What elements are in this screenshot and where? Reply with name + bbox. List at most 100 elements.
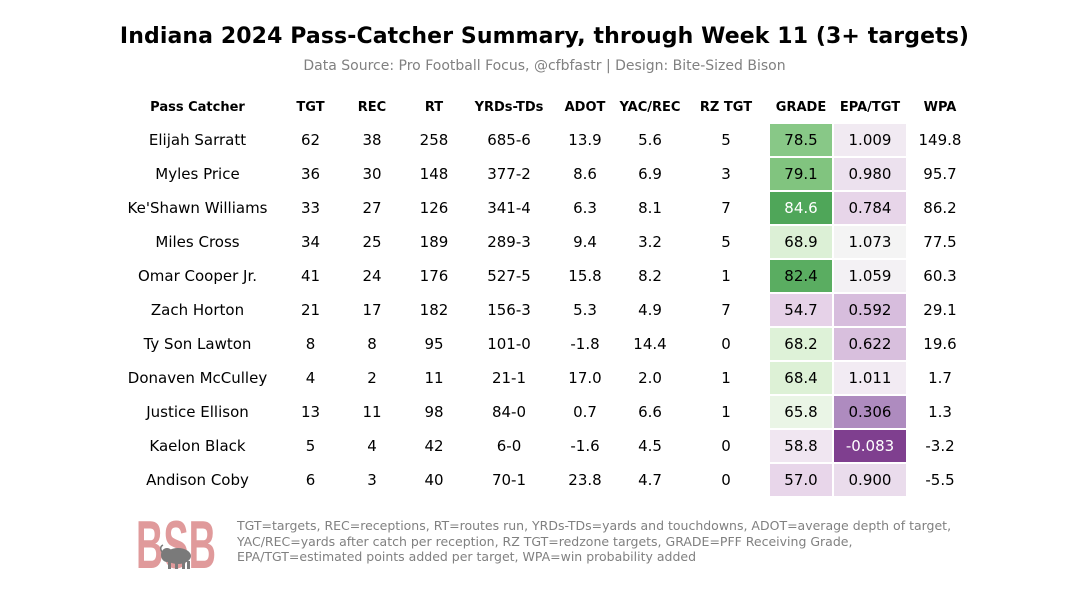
player-name-cell: Donaven McCulley <box>127 369 268 387</box>
grade-cell: 78.5 <box>770 124 832 156</box>
table-cell: 36 <box>300 165 321 183</box>
table-cell: 15.8 <box>568 267 602 285</box>
epa-cell: 0.306 <box>834 396 906 428</box>
table-cell: 7 <box>721 301 731 319</box>
table-cell: 34 <box>300 233 321 251</box>
player-name-cell: Ty Son Lawton <box>143 335 252 353</box>
column-header: EPA/TGT <box>839 99 901 115</box>
table-cell: 42 <box>424 437 444 455</box>
footnote-line: TGT=targets, REC=receptions, RT=routes r… <box>237 518 952 533</box>
table-row: Kaelon Black 5 4 42 6-0 -1.6 4.5 0 58.8 -0.083 -3.… <box>116 430 972 462</box>
column-header: WPA <box>923 99 957 115</box>
table-cell: 527-5 <box>487 267 531 285</box>
footnote-line: EPA/TGT=estimated points added per targe… <box>237 549 697 564</box>
player-name-cell: Omar Cooper Jr. <box>137 267 258 285</box>
table-cell: 60.3 <box>923 267 957 285</box>
table-cell: 30 <box>362 165 382 183</box>
table-cell: 289-3 <box>487 233 531 251</box>
column-header: REC <box>357 99 387 115</box>
table-cell: 86.2 <box>923 199 957 217</box>
table-cell: 9.4 <box>573 233 597 251</box>
table-cell: 84-0 <box>491 403 527 421</box>
grade-cell: 82.4 <box>770 260 832 292</box>
column-header: RZ TGT <box>699 99 753 115</box>
table-cell: 0 <box>721 471 731 489</box>
table-cell: 1.3 <box>928 403 952 421</box>
table-cell: 95 <box>424 335 444 353</box>
table-cell: 40 <box>424 471 444 489</box>
table-cell: 5.3 <box>573 301 597 319</box>
table-cell: 6-0 <box>496 437 522 455</box>
epa-cell: 1.011 <box>834 362 906 394</box>
table-cell: 5.6 <box>638 131 662 149</box>
table-row: Ty Son Lawton 8 8 95 101-0 -1.8 14.4 0 68.2 0.622… <box>116 328 972 360</box>
table-cell: 148 <box>419 165 449 183</box>
table-cell: 13.9 <box>568 131 602 149</box>
column-header: ADOT <box>564 99 606 115</box>
player-name-cell: Andison Coby <box>146 471 249 489</box>
table-cell: 38 <box>362 131 382 149</box>
table-cell: -5.5 <box>925 471 955 489</box>
table-cell: 6 <box>305 471 316 489</box>
column-header: YRDs-TDs <box>474 99 544 115</box>
table-cell: 95.7 <box>923 165 957 183</box>
table-cell: 1 <box>721 403 731 421</box>
table-cell: 149.8 <box>918 131 962 149</box>
player-name-cell: Myles Price <box>155 165 240 183</box>
table-cell: 1 <box>721 369 731 387</box>
table-cell: 156-3 <box>487 301 531 319</box>
table-cell: -1.6 <box>570 437 600 455</box>
grade-cell: 68.2 <box>770 328 832 360</box>
table-cell: 25 <box>362 233 382 251</box>
player-name-cell: Zach Horton <box>150 301 245 319</box>
table-cell: 377-2 <box>487 165 531 183</box>
table-cell: 13 <box>300 403 321 421</box>
grade-cell: 68.4 <box>770 362 832 394</box>
table-cell: 8 <box>367 335 377 353</box>
table-cell: 2.0 <box>638 369 662 387</box>
table-cell: 17 <box>362 301 382 319</box>
table-row: Ke'Shawn Williams 33 27 126 341-4 6.3 8.1 7 84.6… <box>116 192 972 224</box>
table-cell: 41 <box>300 267 321 285</box>
column-header: YAC/REC <box>619 99 681 115</box>
table-cell: 29.1 <box>923 301 957 319</box>
table-cell: 182 <box>419 301 449 319</box>
table-cell: 7 <box>721 199 731 217</box>
table-cell: 8.1 <box>638 199 662 217</box>
summary-table: Pass Catcher TGT REC RT YRDs-TDs ADOT YAC/REC R… <box>114 90 974 498</box>
table-cell: 11 <box>362 403 382 421</box>
table-cell: -3.2 <box>925 437 955 455</box>
table-cell: 11 <box>424 369 444 387</box>
table-cell: 21 <box>300 301 321 319</box>
table-cell: 5 <box>721 233 731 251</box>
table-row: Zach Horton 21 17 182 156-3 5.3 4.9 7 54.7 0.592 2… <box>116 294 972 326</box>
table-cell: 4 <box>367 437 377 455</box>
player-name-cell: Justice Ellison <box>146 403 249 421</box>
epa-cell: -0.083 <box>834 430 906 462</box>
grade-cell: 57.0 <box>770 464 832 496</box>
table-cell: 19.6 <box>923 335 957 353</box>
table-cell: 6.6 <box>638 403 662 421</box>
table-cell: 0 <box>721 437 731 455</box>
grade-cell: 58.8 <box>770 430 832 462</box>
epa-cell: 1.073 <box>834 226 906 258</box>
table-cell: 6.9 <box>638 165 662 183</box>
table-cell: 24 <box>362 267 382 285</box>
table-cell: 27 <box>362 199 382 217</box>
epa-cell: 0.592 <box>834 294 906 326</box>
table-row: Myles Price 36 30 148 377-2 8.6 6.9 3 79.1 0.980 9… <box>116 158 972 190</box>
table-row: Justice Ellison 13 11 98 84-0 0.7 6.6 1 65.8 0.30… <box>116 396 972 428</box>
table-cell: 1.7 <box>928 369 952 387</box>
grade-cell: 79.1 <box>770 158 832 190</box>
table-cell: 8.6 <box>573 165 597 183</box>
table-cell: 4.7 <box>638 471 662 489</box>
table-cell: 5 <box>305 437 316 455</box>
table-row: Andison Coby 6 3 40 70-1 23.8 4.7 0 57.0 0.900 -5.… <box>116 464 972 496</box>
table-cell: 21-1 <box>491 369 527 387</box>
footnote: TGT=targets, REC=receptions, RT=routes r… <box>237 518 951 565</box>
table-cell: 14.4 <box>633 335 667 353</box>
table-cell: 6.3 <box>573 199 597 217</box>
column-header: GRADE <box>775 99 827 115</box>
grade-cell: 65.8 <box>770 396 832 428</box>
table-cell: -1.8 <box>570 335 600 353</box>
